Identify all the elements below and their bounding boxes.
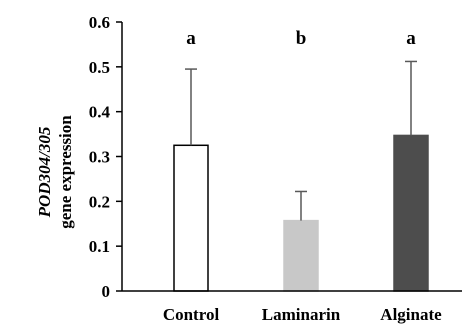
axes — [121, 22, 462, 292]
bar-control — [173, 144, 209, 292]
y-tick-label: 0.5 — [89, 58, 110, 77]
y-tick-label: 0.2 — [89, 192, 110, 211]
category-label-control: Control — [163, 305, 220, 324]
category-label-alginate: Alginate — [380, 305, 442, 324]
significance-letter-laminarin: b — [296, 28, 307, 49]
y-axis-label: POD304/305 gene expression — [35, 115, 75, 229]
category-label-laminarin: Laminarin — [262, 305, 341, 324]
error-bars — [185, 60, 417, 221]
bar-laminarin — [283, 219, 319, 292]
bar-alginate — [393, 134, 429, 292]
y-axis-ticks: 0 0.1 0.2 0.3 0.4 0.5 0.6 — [89, 13, 122, 301]
category-labels: Control Laminarin Alginate — [163, 305, 442, 324]
significance-letter-alginate: a — [406, 28, 416, 49]
y-tick-label: 0.3 — [89, 148, 110, 167]
y-tick-label: 0 — [102, 282, 111, 301]
y-tick-label: 0.4 — [89, 103, 111, 122]
significance-letter-control: a — [186, 28, 196, 49]
y-tick-label: 0.1 — [89, 237, 110, 256]
y-axis-label-line-1: POD304/305 — [35, 126, 54, 218]
y-axis-label-line-2: gene expression — [56, 115, 75, 229]
y-tick-label: 0.6 — [89, 13, 110, 32]
